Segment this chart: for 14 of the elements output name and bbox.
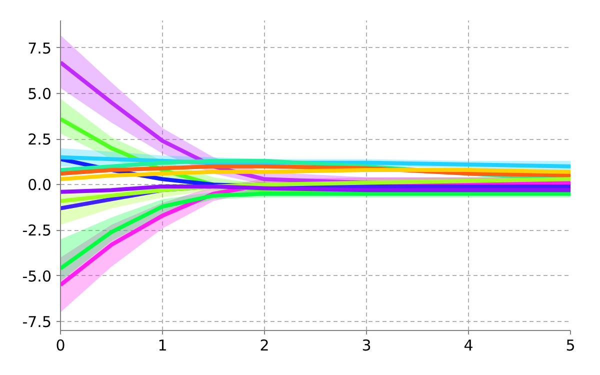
line-series bbox=[60, 168, 570, 182]
y-tick-label: 5.0 bbox=[28, 84, 52, 103]
x-tick-label: 1 bbox=[158, 336, 168, 354]
x-tick-label: 4 bbox=[464, 336, 474, 354]
x-tick-label: 3 bbox=[362, 336, 372, 354]
y-tick-label: -2.5 bbox=[22, 222, 52, 240]
x-tick-label: 2 bbox=[260, 336, 270, 354]
y-tick-label: -5.0 bbox=[22, 267, 52, 286]
y-tick-label: 2.5 bbox=[28, 130, 52, 149]
y-tick-label: 7.5 bbox=[28, 39, 52, 58]
y-tick-label: -7.5 bbox=[22, 312, 52, 331]
y-tick-label: 0.0 bbox=[28, 176, 52, 194]
x-tick-label: 0 bbox=[56, 336, 66, 354]
x-tick-label: 5 bbox=[566, 336, 576, 354]
